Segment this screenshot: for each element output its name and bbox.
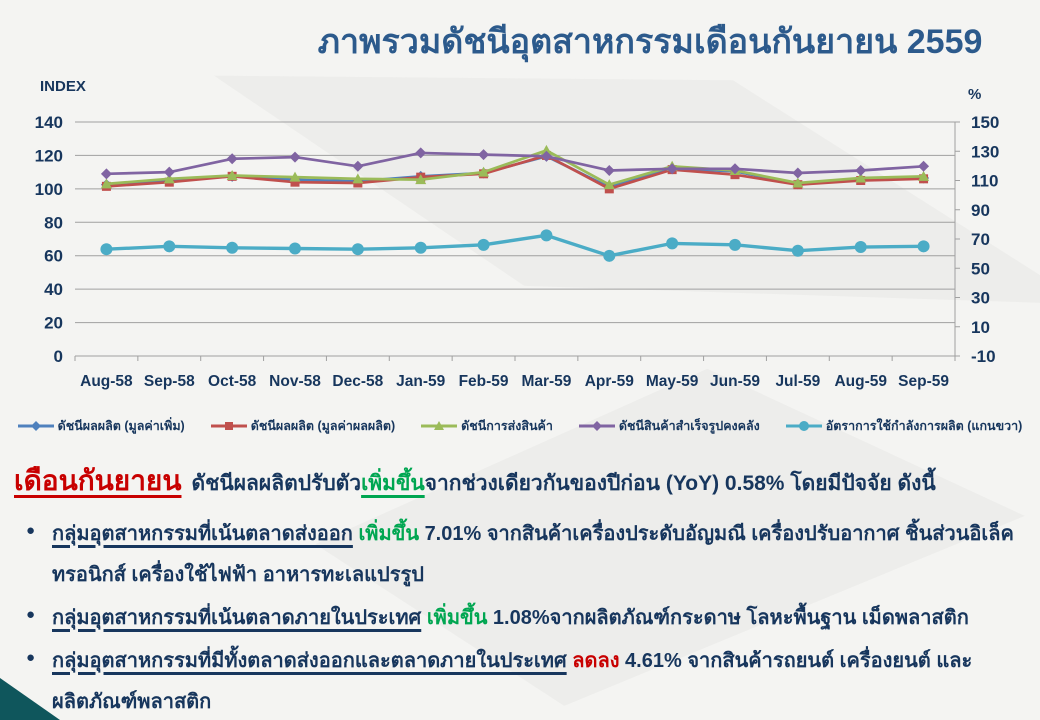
intro-text-post: จากช่วงเดียวกันของปีก่อน (YoY) 0.58% โดย… <box>424 472 936 495</box>
intro-text-pre: ดัชนีผลผลิตปรับตัว <box>191 472 362 495</box>
svg-text:0: 0 <box>54 347 63 366</box>
svg-text:130: 130 <box>971 142 999 161</box>
legend-label: อัตราการใช้กำลังการผลิต (แกนขวา) <box>825 419 1023 433</box>
svg-text:60: 60 <box>44 247 63 266</box>
svg-text:Jul-59: Jul-59 <box>775 373 820 390</box>
svg-text:Apr-59: Apr-59 <box>585 373 634 390</box>
left-axis-unit-label: INDEX <box>40 78 86 95</box>
bullet-domestic-market: กลุ่มอุตสาหกรรมที่เน้นตลาดภายในประเทศ เพ… <box>26 594 1028 639</box>
line-chart: 140 120 100 80 60 40 20 0 150 130 110 90 70 50 30 10 -10… <box>20 90 1020 408</box>
svg-text:Nov-58: Nov-58 <box>269 373 321 390</box>
svg-text:70: 70 <box>971 230 990 249</box>
svg-text:80: 80 <box>44 213 63 232</box>
svg-text:Dec-58: Dec-58 <box>332 373 383 390</box>
bullet-2-direction: เพิ่มขึ้น <box>426 607 488 629</box>
svg-text:Feb-59: Feb-59 <box>459 373 509 390</box>
svg-text:10: 10 <box>971 318 990 337</box>
legend-item-3: ดัชนีสินค้าสำเร็จรูปคงคลัง <box>578 416 760 436</box>
bullet-1-group: กลุ่มอุตสาหกรรมที่เน้นตลาดส่งออก <box>52 523 353 545</box>
svg-text:Aug-58: Aug-58 <box>80 373 133 390</box>
bullet-3-group: กลุ่มอุตสาหกรรมที่มีทั้งตลาดส่งออกและตลา… <box>52 650 567 672</box>
svg-text:120: 120 <box>35 146 63 165</box>
svg-text:110: 110 <box>971 172 998 191</box>
svg-text:Mar-59: Mar-59 <box>521 373 571 390</box>
summary-intro: เดือนกันยายน ดัชนีผลผลิตปรับตัวเพิ่มขึ้นจ… <box>14 464 1028 501</box>
page-title: ภาพรวมดัชนีอุตสาหกรรมเดือนกันยายน 2559 <box>317 23 983 61</box>
summary-bullets: กลุ่มอุตสาหกรรมที่เน้นตลาดส่งออก เพิ่มขึ… <box>26 510 1028 720</box>
bullet-1-detail: 7.01% จากสินค้าเครื่องประดับอัญมณี เครื่… <box>52 523 1014 586</box>
svg-text:Sep-58: Sep-58 <box>144 373 195 390</box>
legend-item-1: ดัชนีผลผลิต (มูลค่าผลผลิต) <box>210 416 396 436</box>
right-axis-unit-label: % <box>968 86 982 103</box>
intro-highlight: เพิ่มขึ้น <box>361 472 425 495</box>
svg-text:50: 50 <box>971 259 990 278</box>
svg-text:90: 90 <box>971 201 990 220</box>
legend-item-0: ดัชนีผลผลิต (มูลค่าเพิ่ม) <box>17 416 185 436</box>
bullet-2-detail: 1.08%จากผลิตภัณฑ์กระดาษ โลหะพื้นฐาน เม็ด… <box>492 607 969 629</box>
svg-text:Jun-59: Jun-59 <box>710 373 760 390</box>
bullet-both-markets: กลุ่มอุตสาหกรรมที่มีทั้งตลาดส่งออกและตลา… <box>26 637 1028 720</box>
bullet-2-group: กลุ่มอุตสาหกรรมที่เน้นตลาดภายในประเทศ <box>52 607 422 629</box>
svg-text:140: 140 <box>35 113 63 132</box>
bullet-export-market: กลุ่มอุตสาหกรรมที่เน้นตลาดส่งออก เพิ่มขึ… <box>26 510 1028 596</box>
legend-item-4: อัตราการใช้กำลังการผลิต (แกนขวา) <box>785 416 1023 436</box>
legend-label: ดัชนีผลผลิต (มูลค่าเพิ่ม) <box>57 419 185 433</box>
summary-month-heading: เดือนกันยายน <box>14 465 182 496</box>
legend-label: ดัชนีสินค้าสำเร็จรูปคงคลัง <box>618 419 760 433</box>
bullet-1-direction: เพิ่มขึ้น <box>358 523 419 545</box>
legend-item-2: ดัชนีการส่งสินค้า <box>421 416 553 436</box>
svg-text:May-59: May-59 <box>646 373 699 390</box>
svg-text:20: 20 <box>44 314 63 333</box>
svg-text:-10: -10 <box>971 347 996 366</box>
legend-label: ดัชนีผลผลิต (มูลค่าผลผลิต) <box>250 419 396 433</box>
bullet-3-detail: 4.61% จากสินค้ารถยนต์ เครื่องยนต์ และผลิ… <box>52 650 973 713</box>
legend-marker-icon <box>785 421 822 431</box>
legend-marker-icon <box>17 421 54 431</box>
legend-marker-icon <box>578 421 615 431</box>
svg-text:150: 150 <box>971 113 999 132</box>
svg-text:30: 30 <box>971 289 990 308</box>
legend-label: ดัชนีการส่งสินค้า <box>461 419 553 433</box>
legend-marker-icon <box>210 422 247 430</box>
chart-legend: ดัชนีผลผลิต (มูลค่าเพิ่ม) ดัชนีผลผลิต (มู… <box>17 416 1023 436</box>
bullet-3-direction: ลดลง <box>572 650 620 672</box>
svg-text:100: 100 <box>35 180 63 199</box>
svg-text:Aug-59: Aug-59 <box>834 373 887 390</box>
svg-text:Jan-59: Jan-59 <box>396 373 445 390</box>
svg-text:Sep-59: Sep-59 <box>898 373 949 390</box>
legend-marker-icon <box>421 421 458 430</box>
svg-text:40: 40 <box>44 280 63 299</box>
chart-canvas: 140 120 100 80 60 40 20 0 150 130 110 90 70 50 30 10 -10… <box>35 113 1000 390</box>
svg-text:Oct-58: Oct-58 <box>208 373 257 390</box>
corner-accent-shape <box>0 678 60 720</box>
